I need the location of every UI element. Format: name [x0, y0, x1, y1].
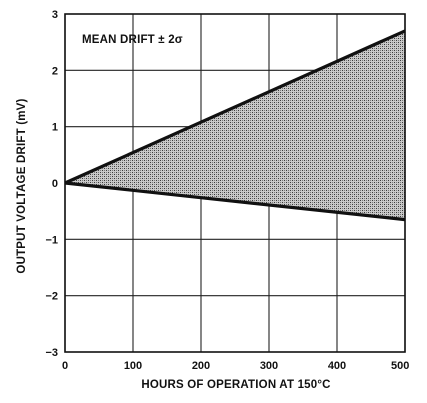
y-tick-label: 2	[52, 65, 58, 77]
x-tick-labels: 0 100 200 300 400 500	[62, 360, 409, 372]
series-lines	[64, 29, 406, 222]
x-tick-label: 300	[260, 360, 278, 372]
plot-frame	[64, 13, 406, 353]
x-tick-label: 400	[328, 360, 346, 372]
x-tick-label: 100	[124, 360, 142, 372]
x-tick-label: 0	[62, 360, 68, 372]
y-tick-label: 0	[52, 178, 58, 190]
lower-bound-line	[64, 181, 406, 222]
y-axis-title: OUTPUT VOLTAGE DRIFT (mV)	[16, 98, 28, 273]
x-axis-title: HOURS OF OPERATION AT 150°C	[141, 379, 330, 391]
x-tick-label: 200	[192, 360, 210, 372]
y-tick-label: −2	[45, 291, 58, 303]
y-tick-label: −3	[45, 347, 58, 359]
drift-band-area	[65, 30, 405, 220]
y-tick-label: 3	[52, 9, 58, 21]
y-tick-labels: 3 2 1 0 −1 −2 −3	[45, 9, 58, 359]
y-tick-label: 1	[52, 122, 58, 134]
upper-bound-line	[64, 29, 406, 185]
x-tick-label: 500	[391, 360, 409, 372]
y-tick-label: −1	[45, 234, 58, 246]
chart-annotation: MEAN DRIFT ± 2σ	[82, 34, 183, 46]
